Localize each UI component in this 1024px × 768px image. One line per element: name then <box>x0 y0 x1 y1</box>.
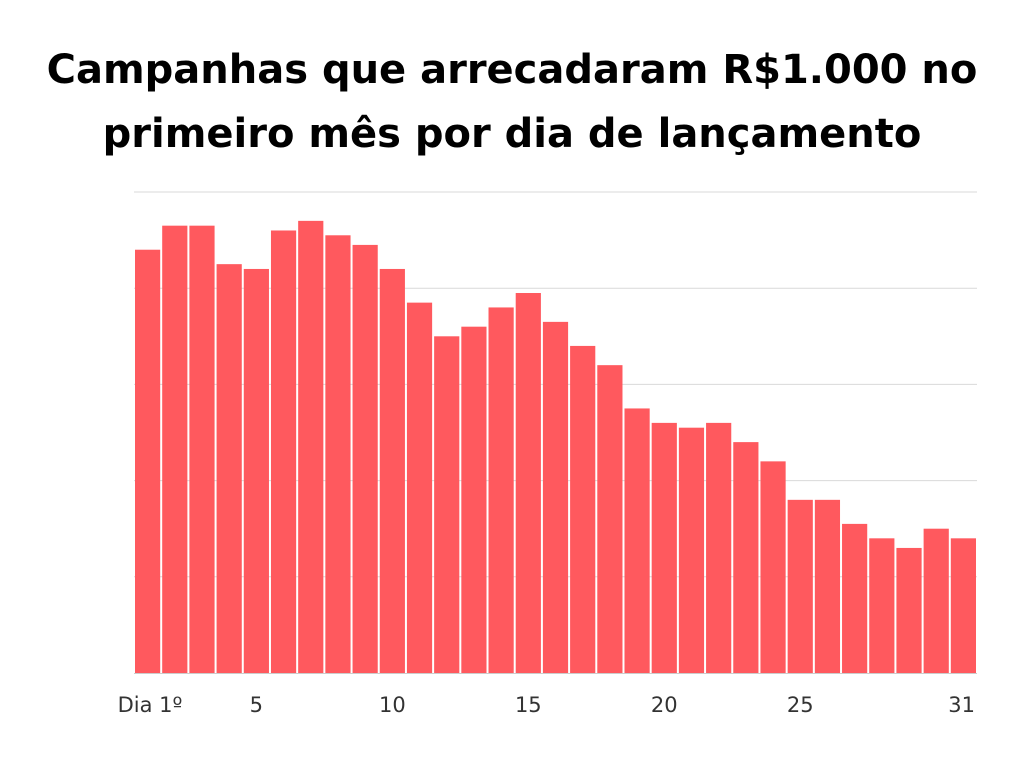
bar-day-1 <box>135 249 161 673</box>
bar-day-27 <box>842 523 868 673</box>
bars <box>135 220 976 674</box>
bar-day-22 <box>706 422 732 673</box>
bar-day-30 <box>923 528 949 673</box>
bar-day-13 <box>461 326 487 673</box>
x-tick-label: 20 <box>651 693 678 717</box>
bar-day-12 <box>434 336 460 673</box>
x-tick-label: Dia 1º <box>118 693 183 717</box>
bar-day-15 <box>515 293 541 673</box>
bar-day-25 <box>787 499 813 673</box>
bar-day-28 <box>869 538 895 673</box>
bar-day-16 <box>542 321 569 673</box>
x-tick-labels: Dia 1º 5 10 15 20 25 31 <box>118 693 975 717</box>
bar-day-11 <box>406 302 433 673</box>
bar-day-31 <box>950 538 976 673</box>
bar-day-3 <box>189 225 215 674</box>
chart-title: Campanhas que arrecadaram R$1.000 no pri… <box>0 38 1024 166</box>
bar-day-6 <box>270 230 297 674</box>
bar-day-23 <box>733 442 759 673</box>
bar-day-29 <box>896 547 922 673</box>
x-tick-label: 15 <box>515 693 542 717</box>
bar-day-8 <box>325 235 351 674</box>
bar-day-21 <box>678 427 705 673</box>
bar-day-18 <box>597 365 623 673</box>
bar-day-4 <box>216 264 242 673</box>
bar-day-5 <box>243 268 269 673</box>
x-tick-label: 31 <box>948 693 975 717</box>
x-tick-label: 10 <box>379 693 406 717</box>
bar-day-9 <box>352 244 378 673</box>
bar-day-26 <box>814 499 841 673</box>
bar-day-17 <box>570 345 596 673</box>
bar-day-10 <box>379 268 405 673</box>
bar-day-19 <box>624 408 650 673</box>
bar-day-2 <box>162 225 188 674</box>
bar-day-24 <box>760 461 786 673</box>
chart-title-line-2: primeiro mês por dia de lançamento <box>102 111 922 157</box>
bar-day-14 <box>488 307 514 673</box>
bar-day-7 <box>298 220 324 674</box>
bar-day-20 <box>651 422 677 673</box>
x-tick-label: 5 <box>250 693 263 717</box>
x-tick-label: 25 <box>787 693 814 717</box>
chart-title-line-1: Campanhas que arrecadaram R$1.000 no <box>46 47 978 93</box>
